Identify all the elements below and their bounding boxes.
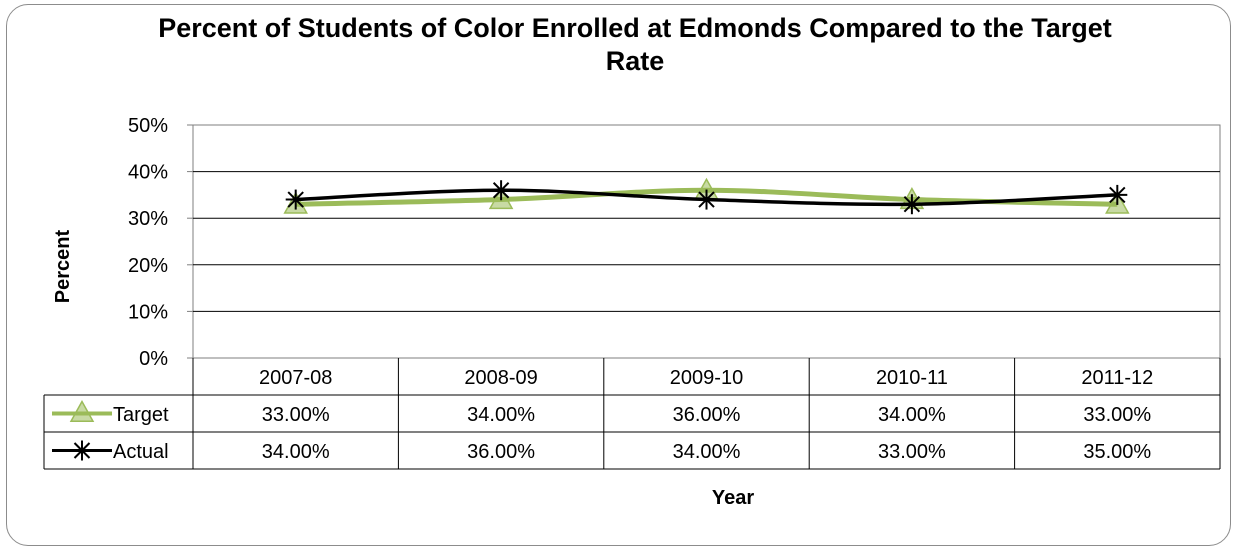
actual-marker: [1107, 184, 1128, 205]
target-data-label: 34.00%: [467, 404, 535, 426]
actual-marker: [696, 189, 717, 210]
actual-marker-stroke: [492, 182, 510, 199]
actual-marker-stroke: [698, 191, 715, 208]
y-tick-label: 50%: [128, 115, 168, 137]
x-category-label: 2008-09: [464, 367, 537, 389]
chart-title: Percent of Students of Color Enrolled at…: [158, 13, 1112, 76]
target-marker: [69, 399, 95, 423]
y-tick-label: 20%: [128, 255, 168, 277]
y-tick-label: 40%: [128, 162, 168, 184]
y-axis-title: Percent: [52, 229, 74, 303]
y-tick-label: 30%: [128, 208, 168, 230]
target-data-label: 34.00%: [878, 404, 946, 426]
chart-frame: [6, 4, 1231, 546]
x-category-label: 2010-11: [876, 367, 948, 389]
actual-marker: [901, 194, 922, 215]
y-tick-label: 0%: [139, 348, 168, 370]
actual-marker: [285, 189, 306, 210]
x-axis-title: Year: [712, 487, 754, 509]
target-data-label: 33.00%: [262, 404, 330, 426]
actual-marker: [491, 180, 512, 201]
actual-data-label: 35.00%: [1083, 441, 1151, 463]
x-category-label: 2011-12: [1081, 367, 1153, 389]
target-legend-label: Target: [113, 404, 169, 426]
actual-data-label: 34.00%: [262, 441, 330, 463]
actual-legend-label: Actual: [113, 441, 169, 463]
actual-data-label: 34.00%: [673, 441, 741, 463]
actual-marker-stroke: [903, 196, 921, 213]
actual-legend-marker: [72, 440, 92, 461]
actual-data-label: 33.00%: [878, 441, 946, 463]
target-data-label: 36.00%: [673, 404, 741, 426]
target-data-label: 33.00%: [1083, 404, 1151, 426]
y-tick-label: 10%: [128, 301, 168, 323]
actual-marker-stroke: [1109, 186, 1126, 204]
actual-data-label: 36.00%: [467, 441, 535, 463]
x-category-label: 2007-08: [259, 367, 332, 389]
actual-marker-stroke: [287, 191, 304, 208]
actual-legend-marker-stroke: [73, 442, 91, 459]
plot-area: [192, 124, 1221, 359]
x-category-label: 2009-10: [670, 367, 743, 389]
